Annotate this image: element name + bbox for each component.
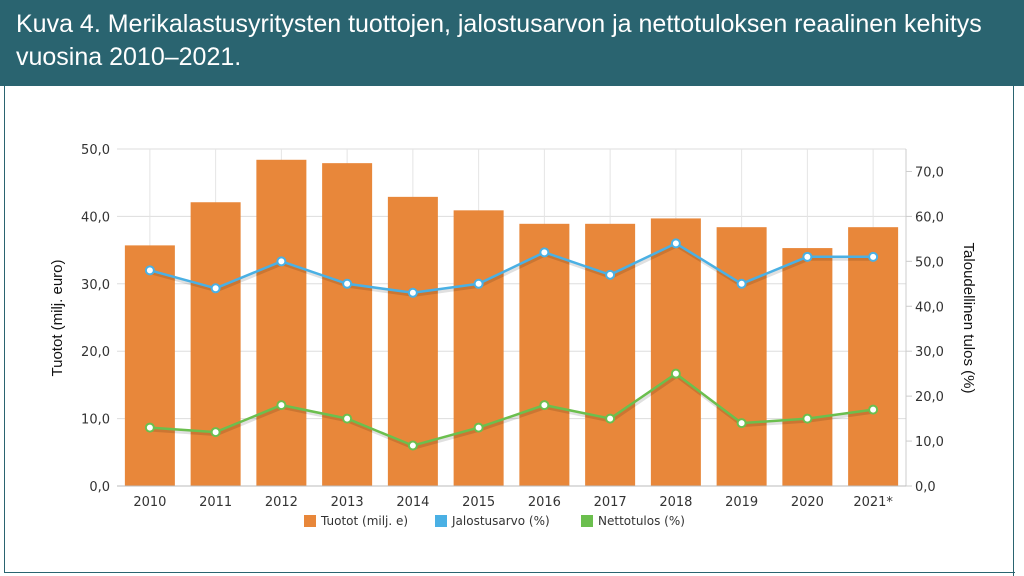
- y2-tick-label: 0,0: [915, 480, 936, 495]
- legend-swatch: [304, 515, 316, 527]
- bar-tuotot: [519, 223, 570, 486]
- x-tick-label: 2014: [396, 495, 429, 510]
- point-jalostusarvo: [210, 283, 221, 294]
- point-jalostusarvo: [736, 278, 747, 289]
- bar-tuotot: [716, 227, 767, 486]
- y-tick-label: 30,0: [81, 278, 110, 293]
- legend-label: Jalostusarvo (%): [451, 514, 550, 528]
- point-nettotulos: [605, 413, 616, 424]
- x-tick-label: 2010: [133, 495, 166, 510]
- point-jalostusarvo: [868, 251, 879, 262]
- x-tick-label: 2020: [791, 495, 824, 510]
- legend-swatch: [435, 515, 447, 527]
- y2-tick-label: 10,0: [915, 435, 944, 450]
- point-nettotulos: [539, 400, 550, 411]
- y-axis-title: Tuotot (milj. euro): [49, 260, 66, 377]
- point-nettotulos: [473, 422, 484, 433]
- point-jalostusarvo: [670, 238, 681, 249]
- x-tick-label: 2013: [331, 495, 364, 510]
- axes: 0,0 10,0 20,0 30,0 40,0 50,0 0,0 10,0 20,0 30,0 40…: [81, 143, 944, 510]
- bar-tuotot: [453, 210, 504, 487]
- y2-tick-label: 60,0: [915, 210, 944, 225]
- point-jalostusarvo: [407, 287, 418, 298]
- page-title: Kuva 4. Merikalastusyritysten tuottojen,…: [16, 10, 982, 71]
- header-bar: Kuva 4. Merikalastusyritysten tuottojen,…: [0, 0, 1024, 86]
- line-shadow-nettotulos: [150, 373, 875, 450]
- line-series: [144, 238, 879, 451]
- bar-tuotot: [190, 202, 241, 486]
- point-jalostusarvo: [539, 247, 550, 258]
- point-jalostusarvo: [276, 256, 287, 267]
- y2-axis-title: Taloudellinen tulos (%): [960, 243, 977, 394]
- y2-tick-label: 40,0: [915, 300, 944, 315]
- point-jalostusarvo: [802, 251, 813, 262]
- x-tick-label: 2018: [659, 495, 692, 510]
- point-nettotulos: [736, 418, 747, 429]
- point-jalostusarvo: [144, 265, 155, 276]
- line-jalostusarvo: [149, 241, 874, 295]
- bar-tuotot: [782, 248, 833, 486]
- point-nettotulos: [802, 413, 813, 424]
- y-tick-label: 40,0: [81, 210, 110, 225]
- point-jalostusarvo: [605, 269, 616, 280]
- point-nettotulos: [342, 413, 353, 424]
- point-nettotulos: [276, 400, 287, 411]
- point-jalostusarvo: [342, 278, 353, 289]
- y2-tick-label: 30,0: [915, 345, 944, 360]
- bar-series: [124, 159, 899, 487]
- point-nettotulos: [210, 427, 221, 438]
- x-tick-label: 2016: [528, 495, 561, 510]
- legend-label: Nettotulos (%): [598, 514, 685, 528]
- bar-tuotot: [322, 163, 373, 487]
- x-tick-label: 2019: [725, 495, 758, 510]
- legend: Tuotot (milj. e) Jalostusarvo (%) Nettotul…: [304, 514, 685, 528]
- bar-tuotot: [650, 218, 701, 486]
- point-nettotulos: [407, 440, 418, 451]
- y-tick-label: 20,0: [81, 345, 110, 360]
- bar-tuotot: [848, 227, 899, 486]
- point-nettotulos: [868, 404, 879, 415]
- line-shadow-jalostusarvo: [150, 243, 875, 297]
- legend-swatch: [581, 515, 593, 527]
- x-tick-label: 2011: [199, 495, 232, 510]
- x-tick-label: 2015: [462, 495, 495, 510]
- x-tick-label: 2017: [594, 495, 627, 510]
- x-tick-label: 2012: [265, 495, 298, 510]
- point-jalostusarvo: [473, 278, 484, 289]
- bar-tuotot: [124, 245, 175, 486]
- y-tick-label: 0,0: [89, 480, 110, 495]
- y2-tick-label: 20,0: [915, 390, 944, 405]
- panel-border: [1013, 86, 1014, 576]
- point-nettotulos: [144, 422, 155, 433]
- point-nettotulos: [670, 368, 681, 379]
- y2-tick-label: 70,0: [915, 165, 944, 180]
- y-tick-label: 10,0: [81, 413, 110, 428]
- x-tick-label: 2021*: [853, 495, 893, 510]
- y2-tick-label: 50,0: [915, 255, 944, 270]
- bar-tuotot: [256, 159, 307, 486]
- bar-tuotot: [585, 223, 636, 486]
- line-nettotulos: [149, 372, 874, 447]
- legend-label: Tuotot (milj. e): [320, 514, 408, 528]
- y-tick-label: 50,0: [81, 143, 110, 158]
